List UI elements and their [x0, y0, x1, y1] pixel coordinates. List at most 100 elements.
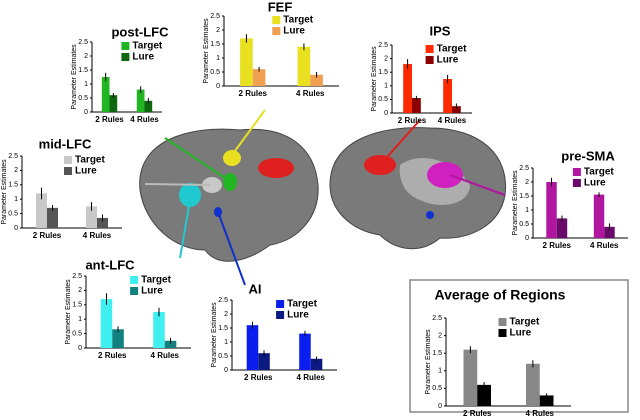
y-tick-label: 2.5	[519, 165, 529, 172]
legend-swatch	[121, 42, 130, 50]
legend-swatch	[64, 156, 72, 164]
legend-label: Lure	[75, 166, 97, 177]
y-tick-label: 1.5	[378, 69, 388, 76]
y-tick-label: 1	[384, 83, 388, 90]
legend-swatch	[425, 56, 434, 64]
x-tick-label: 2 Rules	[543, 241, 572, 250]
y-tick-label: 0.5	[519, 221, 529, 228]
bar	[47, 207, 58, 228]
legend-swatch	[130, 287, 139, 295]
y-tick-label: 2	[14, 167, 18, 174]
y-tick-label: 0.5	[8, 210, 18, 217]
legend-label: Target	[283, 15, 313, 26]
y-tick-label: 1	[438, 368, 442, 375]
chart-title: IPS	[430, 23, 451, 38]
legend-label: Target	[141, 275, 171, 286]
y-tick-label: 2.5	[72, 273, 82, 280]
x-tick-label: 4 Rules	[297, 373, 326, 382]
legend-label: Lure	[141, 286, 163, 297]
y-tick-label: 0	[224, 367, 228, 374]
y-tick-label: 1	[84, 81, 88, 88]
y-tick-label: 2	[216, 27, 220, 34]
bar	[539, 395, 554, 406]
region-ant-lfc	[179, 183, 201, 207]
chart-title: pre-SMA	[561, 148, 615, 163]
x-tick-label: 4 Rules	[151, 351, 180, 360]
bar	[452, 106, 461, 113]
y-tick-label: 0	[78, 345, 82, 352]
x-tick-label: 2 Rules	[463, 409, 492, 418]
y-tick-label: 2	[525, 179, 529, 186]
bar	[546, 182, 557, 238]
bar	[526, 363, 540, 406]
bar	[593, 194, 605, 238]
legend-swatch	[64, 167, 72, 175]
chart-title: Average of Regions	[435, 287, 566, 303]
x-tick-label: 4 Rules	[590, 241, 619, 250]
bar	[100, 299, 113, 348]
y-tick-label: 0.5	[210, 69, 220, 76]
bar	[556, 218, 568, 238]
region-ai-right	[426, 211, 434, 219]
y-tick-label: 2	[438, 332, 442, 339]
y-tick-label: 1.5	[432, 350, 442, 357]
y-tick-label: 1	[224, 339, 228, 346]
legend-label: Target	[132, 41, 162, 52]
legend-label: Lure	[584, 178, 606, 189]
region-post-lfc	[223, 173, 237, 191]
legend-swatch	[130, 276, 139, 284]
bar	[153, 312, 165, 348]
y-tick-label: 0	[438, 403, 442, 410]
x-tick-label: 4 Rules	[130, 115, 159, 124]
bar	[97, 217, 108, 228]
chart-title: FEF	[268, 0, 293, 14]
y-tick-label: 0.5	[78, 95, 88, 102]
connector	[164, 137, 229, 181]
y-tick-label: 0.5	[432, 385, 442, 392]
y-tick-label: 1	[78, 316, 82, 323]
y-tick-label: 1.5	[78, 67, 88, 74]
bar	[258, 353, 270, 370]
y-axis-label: Parameter Estimates	[1, 159, 8, 225]
legend-swatch	[425, 45, 434, 53]
bar	[310, 358, 323, 370]
legend-swatch	[272, 27, 281, 35]
bar	[310, 74, 323, 86]
bar	[136, 89, 145, 112]
y-tick-label: 1	[525, 207, 529, 214]
legend-swatch	[276, 311, 285, 319]
legend-swatch	[121, 53, 130, 61]
bar	[36, 193, 47, 228]
y-tick-label: 2	[384, 55, 388, 62]
y-tick-label: 0	[384, 110, 388, 117]
y-axis-label: Parameter Estimates	[512, 170, 519, 236]
x-tick-label: 2 Rules	[33, 231, 62, 240]
bar	[477, 384, 491, 406]
legend-label: Lure	[437, 55, 459, 66]
y-tick-label: 0	[216, 83, 220, 90]
y-axis-label: Parameter Estimates	[211, 302, 218, 368]
x-tick-label: 4 Rules	[438, 116, 467, 125]
legend-swatch	[498, 318, 507, 326]
legend-swatch	[572, 179, 581, 187]
x-tick-label: 2 Rules	[95, 115, 124, 124]
legend-label: Target	[75, 155, 105, 166]
legend-swatch	[276, 300, 285, 308]
y-tick-label: 2.5	[8, 153, 18, 160]
bar	[164, 340, 177, 348]
y-tick-label: 2.5	[78, 39, 88, 46]
bar	[240, 38, 253, 86]
y-tick-label: 2.5	[210, 13, 220, 20]
y-tick-label: 0.5	[378, 96, 388, 103]
region-ips	[258, 158, 294, 178]
legend-label: Lure	[510, 328, 532, 339]
x-tick-label: 2 Rules	[98, 351, 127, 360]
bar	[252, 69, 266, 86]
bar	[144, 100, 153, 112]
y-tick-label: 1.5	[218, 325, 228, 332]
legend-label: Target	[287, 299, 317, 310]
y-axis-label: Parameter Estimates	[203, 18, 210, 84]
bar	[112, 329, 124, 348]
y-tick-label: 2	[84, 53, 88, 60]
connector	[449, 174, 506, 196]
